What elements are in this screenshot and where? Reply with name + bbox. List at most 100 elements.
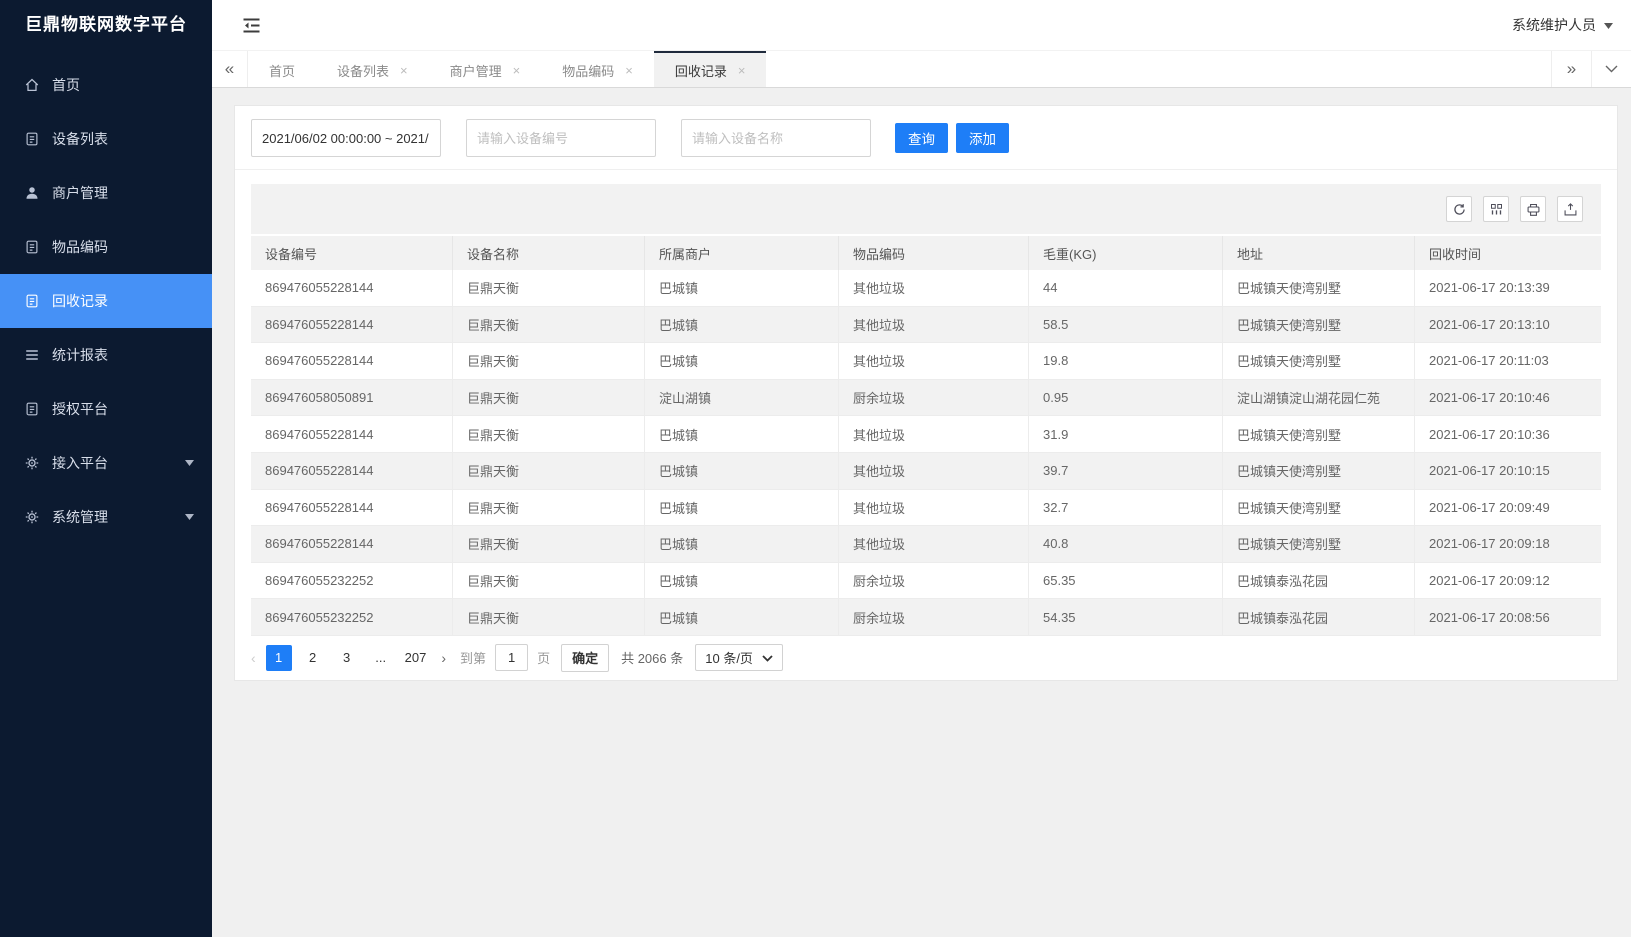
sidebar-item-label: 物品编码 bbox=[52, 239, 108, 255]
page-size-select[interactable]: 10 条/页 bbox=[695, 644, 783, 672]
table-cell: 32.7 bbox=[1029, 489, 1223, 526]
table-cell: 其他垃圾 bbox=[839, 306, 1029, 343]
table-row[interactable]: 869476058050891 巨鼎天衡 淀山湖镇 厨余垃圾 0.95 淀山湖镇淀山湖花园… bbox=[251, 379, 1601, 417]
table-cell: 巨鼎天衡 bbox=[453, 343, 645, 379]
tabs: 首页 设备列表 × 商户管理 × 物品编码 × 回收记录 × bbox=[248, 51, 1551, 87]
sidebar-item-label: 接入平台 bbox=[52, 455, 108, 471]
sidebar-item[interactable]: 接入平台 bbox=[0, 436, 212, 490]
tabs-scroll-left-icon[interactable]: « bbox=[212, 51, 248, 87]
sidebar-item[interactable]: 授权平台 bbox=[0, 382, 212, 436]
page-number[interactable]: 207 bbox=[404, 650, 427, 666]
page-number[interactable]: 1 bbox=[265, 644, 292, 671]
prev-page-icon[interactable]: ‹ bbox=[251, 649, 256, 666]
tab-item[interactable]: 商户管理 × bbox=[429, 51, 542, 87]
tab-label: 设备列表 bbox=[337, 63, 390, 79]
table-cell: 2021-06-17 20:09:18 bbox=[1429, 536, 1550, 552]
goto-page-input[interactable] bbox=[495, 644, 529, 672]
table-row[interactable]: 869476055228144 巨鼎天衡 巴城镇 其他垃圾 44 巴城镇天使湾别墅 2021… bbox=[251, 270, 1601, 307]
tab-item[interactable]: 回收记录 × bbox=[653, 51, 767, 87]
sidebar-item[interactable]: 物品编码 bbox=[0, 220, 212, 274]
search-button[interactable]: 查询 bbox=[895, 123, 948, 153]
add-button[interactable]: 添加 bbox=[956, 123, 1009, 153]
sidebar-item[interactable]: 商户管理 bbox=[0, 166, 212, 220]
table-cell: 巴城镇天使湾别墅 bbox=[1223, 452, 1415, 489]
close-icon[interactable]: × bbox=[400, 62, 408, 78]
table-cell: 869476055232252 bbox=[251, 562, 453, 599]
sidebar-item[interactable]: 统计报表 bbox=[0, 328, 212, 382]
close-icon[interactable]: × bbox=[737, 62, 746, 78]
columns-icon[interactable] bbox=[1483, 196, 1509, 222]
table-row[interactable]: 869476055228144 巨鼎天衡 巴城镇 其他垃圾 32.7 巴城镇天使湾别墅 20… bbox=[251, 489, 1601, 527]
table-cell: 869476058050891 bbox=[251, 379, 453, 416]
next-page-icon[interactable]: › bbox=[441, 649, 447, 666]
table-cell: 2021-06-17 20:10:46 bbox=[1429, 390, 1550, 406]
sidebar-item-label: 授权平台 bbox=[52, 401, 108, 417]
print-icon[interactable] bbox=[1520, 196, 1546, 222]
table-cell: 44 bbox=[1029, 270, 1223, 306]
table-cell: 巴城镇 bbox=[645, 452, 839, 489]
tab-item[interactable]: 物品编码 × bbox=[541, 51, 654, 87]
device-no-input[interactable] bbox=[466, 119, 656, 157]
table-cell: 巴城镇天使湾别墅 bbox=[1223, 270, 1415, 306]
table-row[interactable]: 869476055228144 巨鼎天衡 巴城镇 其他垃圾 58.5 巴城镇天使湾别墅 20… bbox=[251, 306, 1601, 344]
table-cell: 869476055232252 bbox=[251, 599, 453, 635]
column-header: 回收时间 bbox=[1429, 246, 1482, 262]
table-cell: 2021-06-17 20:09:49 bbox=[1429, 499, 1550, 515]
table-row[interactable]: 869476055228144 巨鼎天衡 巴城镇 其他垃圾 40.8 巴城镇天使湾别墅 20… bbox=[251, 526, 1601, 563]
table-cell: 巴城镇 bbox=[645, 306, 839, 343]
table-row[interactable]: 869476055232252 巨鼎天衡 巴城镇 厨余垃圾 54.35 巴城镇泰泓花园 20… bbox=[251, 599, 1601, 636]
table-cell: 巴城镇天使湾别墅 bbox=[1223, 526, 1415, 562]
sidebar-item[interactable]: 设备列表 bbox=[0, 112, 212, 166]
table-cell: 869476055228144 bbox=[251, 343, 453, 379]
table-cell: 巴城镇 bbox=[645, 343, 839, 379]
tab-item[interactable]: 首页 bbox=[248, 51, 316, 87]
table-row[interactable]: 869476055228144 巨鼎天衡 巴城镇 其他垃圾 19.8 巴城镇天使湾别墅 20… bbox=[251, 343, 1601, 380]
close-icon[interactable]: × bbox=[625, 62, 633, 78]
table-row[interactable]: 869476055232252 巨鼎天衡 巴城镇 厨余垃圾 65.35 巴城镇泰泓花园 20… bbox=[251, 562, 1601, 600]
close-icon[interactable]: × bbox=[512, 62, 521, 78]
user-name: 系统维护人员 bbox=[1512, 17, 1596, 33]
tab-label: 商户管理 bbox=[449, 63, 502, 79]
page-number[interactable]: 3 bbox=[343, 650, 351, 666]
table-cell: 869476055228144 bbox=[251, 452, 453, 489]
collapse-sidebar-icon[interactable] bbox=[242, 18, 261, 33]
table-row[interactable]: 869476055228144 巨鼎天衡 巴城镇 其他垃圾 31.9 巴城镇天使湾别墅 20… bbox=[251, 416, 1601, 453]
caret-down-icon bbox=[185, 514, 194, 520]
table-cell: 厨余垃圾 bbox=[839, 562, 1029, 599]
table-cell: 其他垃圾 bbox=[839, 416, 1029, 452]
refresh-icon[interactable] bbox=[1446, 196, 1472, 222]
tabs-scroll-right-icon[interactable]: » bbox=[1551, 51, 1591, 87]
table-cell: 869476055228144 bbox=[251, 416, 453, 452]
table-cell: 869476055228144 bbox=[251, 306, 453, 343]
pagination: ‹ 1 2 3... 207 › 到第 页 确定 共 2066 条 10 条/页 bbox=[235, 636, 1617, 680]
table-row[interactable]: 869476055228144 巨鼎天衡 巴城镇 其他垃圾 39.7 巴城镇天使湾别墅 20… bbox=[251, 452, 1601, 490]
table-cell: 巴城镇天使湾别墅 bbox=[1223, 343, 1415, 379]
total-count-label: 共 2066 条 bbox=[621, 651, 684, 667]
column-header: 设备名称 bbox=[453, 236, 645, 270]
table-cell: 其他垃圾 bbox=[839, 270, 1029, 306]
date-range-input[interactable] bbox=[251, 119, 441, 157]
sidebar: 巨鼎物联网数字平台 首页 设备列表 商户管理 物品编码 bbox=[0, 0, 212, 937]
table-cell: 巨鼎天衡 bbox=[453, 526, 645, 562]
table-cell: 巴城镇天使湾别墅 bbox=[1223, 416, 1415, 452]
table-toolbar bbox=[251, 184, 1601, 234]
tab-item[interactable]: 设备列表 × bbox=[316, 51, 429, 87]
page-number[interactable]: 2 bbox=[309, 650, 317, 666]
sidebar-item[interactable]: 系统管理 bbox=[0, 490, 212, 544]
user-menu[interactable]: 系统维护人员 bbox=[1512, 15, 1613, 35]
export-icon[interactable] bbox=[1557, 196, 1583, 222]
table-cell: 巴城镇 bbox=[645, 489, 839, 526]
sidebar-item-label: 设备列表 bbox=[52, 131, 108, 147]
tabs-dropdown-icon[interactable] bbox=[1591, 51, 1631, 87]
tab-label: 回收记录 bbox=[674, 63, 727, 79]
confirm-page-button[interactable]: 确定 bbox=[561, 643, 610, 672]
page-unit-label: 页 bbox=[537, 651, 551, 667]
sidebar-item[interactable]: 首页 bbox=[0, 58, 212, 112]
device-name-input[interactable] bbox=[681, 119, 871, 157]
page-number: ... bbox=[375, 650, 387, 666]
table-cell: 其他垃圾 bbox=[839, 343, 1029, 379]
table-cell: 2021-06-17 20:13:10 bbox=[1429, 316, 1550, 332]
table-cell: 淀山湖镇 bbox=[645, 379, 839, 416]
sidebar-item[interactable]: 回收记录 bbox=[0, 274, 212, 328]
